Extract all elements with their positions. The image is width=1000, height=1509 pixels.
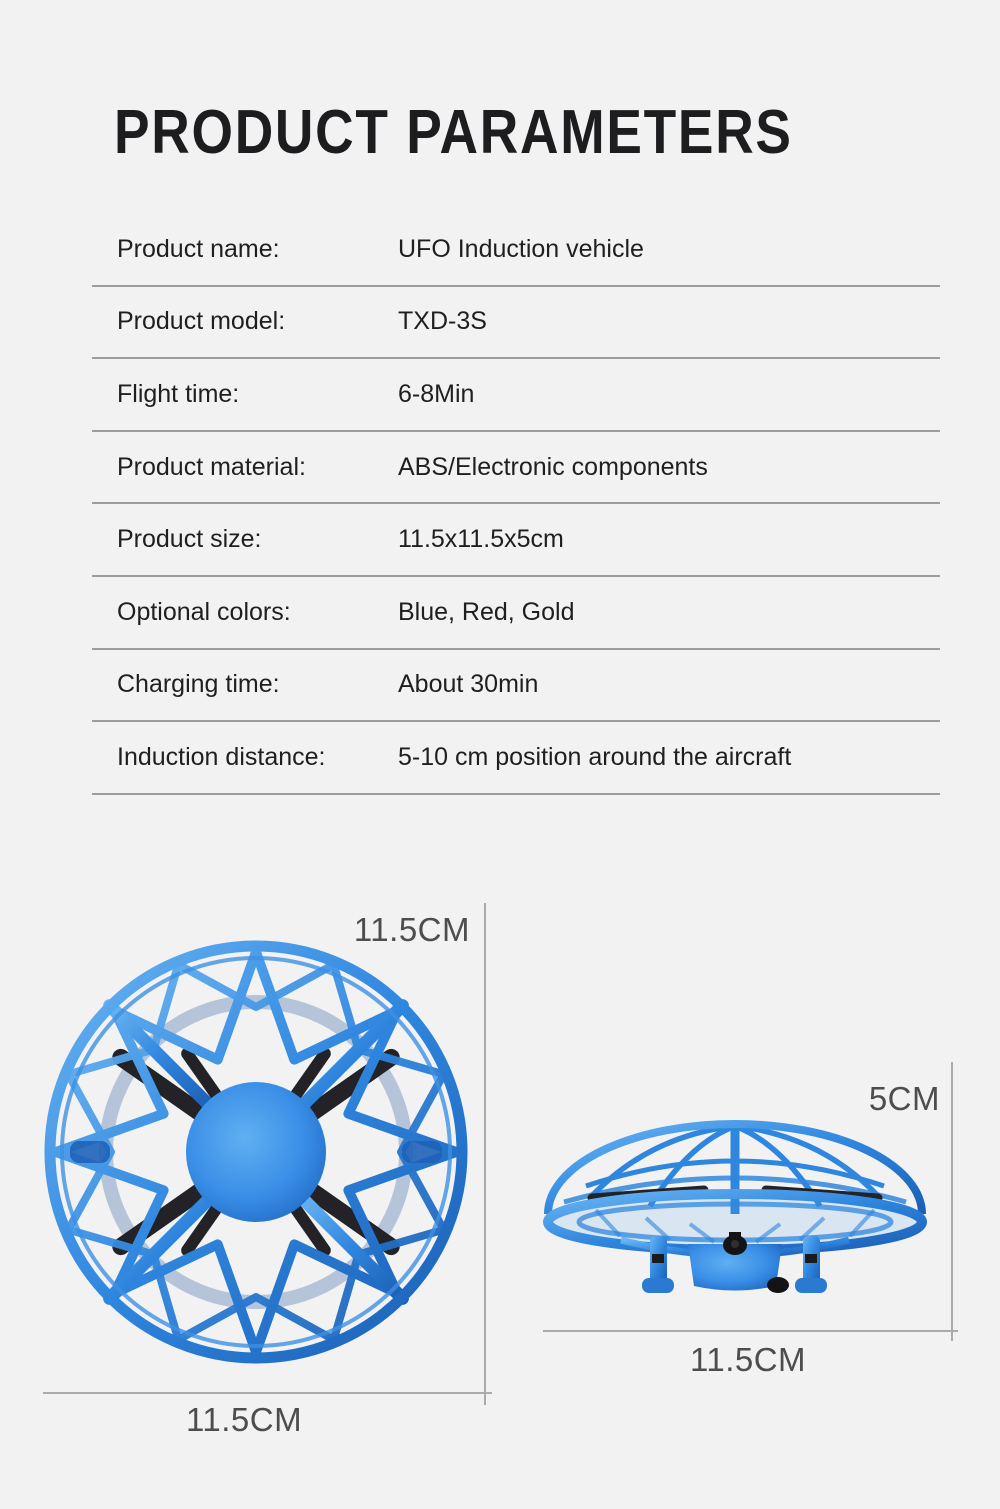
table-row: Induction distance: 5-10 cm position aro…	[92, 722, 940, 795]
spec-label: Product size:	[117, 525, 262, 554]
spec-label: Product model:	[117, 307, 286, 336]
page-title: PRODUCT PARAMETERS	[114, 98, 793, 167]
landing-foot	[642, 1278, 674, 1293]
spec-value: Blue, Red, Gold	[398, 597, 575, 626]
table-row: Product name: UFO Induction vehicle	[92, 214, 940, 287]
spec-label: Induction distance:	[117, 742, 326, 771]
dimension-line-topview-horizontal	[43, 1392, 492, 1394]
dome-ribs	[563, 1123, 907, 1214]
dimension-line-sideview-horizontal	[543, 1330, 958, 1332]
spec-label: Optional colors:	[117, 597, 291, 626]
outer-cage-ring	[44, 940, 468, 1364]
table-row: Product size: 11.5x11.5x5cm	[92, 504, 940, 577]
landing-legs	[642, 1236, 827, 1293]
spec-value: ABS/Electronic components	[398, 452, 708, 481]
spec-value: UFO Induction vehicle	[398, 234, 644, 263]
table-row: Optional colors: Blue, Red, Gold	[92, 577, 940, 650]
sideview-width-label: 11.5CM	[689, 1341, 807, 1378]
spec-label: Flight time:	[117, 379, 240, 408]
drone-top-view-image	[42, 938, 470, 1366]
topview-width-label-bottom: 11.5CM	[186, 1401, 303, 1438]
bottom-knob	[767, 1277, 789, 1293]
landing-foot	[795, 1278, 827, 1293]
spec-label: Charging time:	[117, 670, 280, 699]
table-row: Product model: TXD-3S	[92, 287, 940, 360]
motor-pod	[70, 1141, 110, 1163]
cage-spokes	[42, 938, 470, 1366]
dome-outline	[544, 1120, 926, 1215]
spec-table: Product name: UFO Induction vehicle Prod…	[92, 214, 940, 795]
rim-lattice	[594, 1208, 876, 1244]
spec-value: About 30min	[398, 670, 539, 699]
dimension-line-topview-vertical	[484, 903, 486, 1405]
spec-value: 11.5x11.5x5cm	[398, 525, 564, 554]
motor-pod	[402, 1141, 442, 1163]
induction-sensor	[723, 1232, 747, 1255]
topview-width-label-top: 11.5CM	[353, 911, 470, 948]
spec-value: TXD-3S	[398, 307, 487, 336]
spec-label: Product material:	[117, 452, 306, 481]
dimension-line-sideview-vertical	[951, 1062, 953, 1341]
center-disc	[186, 1082, 326, 1222]
bottom-body	[688, 1244, 782, 1291]
drone-side-view-image	[543, 1120, 927, 1293]
outer-cage-ring-inner	[60, 956, 452, 1348]
table-row: Flight time: 6-8Min	[92, 359, 940, 432]
sideview-height-label: 5CM	[868, 1080, 940, 1117]
spec-value: 6-8Min	[398, 379, 475, 408]
table-row: Charging time: About 30min	[92, 650, 940, 723]
table-row: Product material: ABS/Electronic compone…	[92, 432, 940, 505]
spec-value: 5-10 cm position around the aircraft	[398, 742, 792, 771]
spec-label: Product name:	[117, 234, 280, 263]
